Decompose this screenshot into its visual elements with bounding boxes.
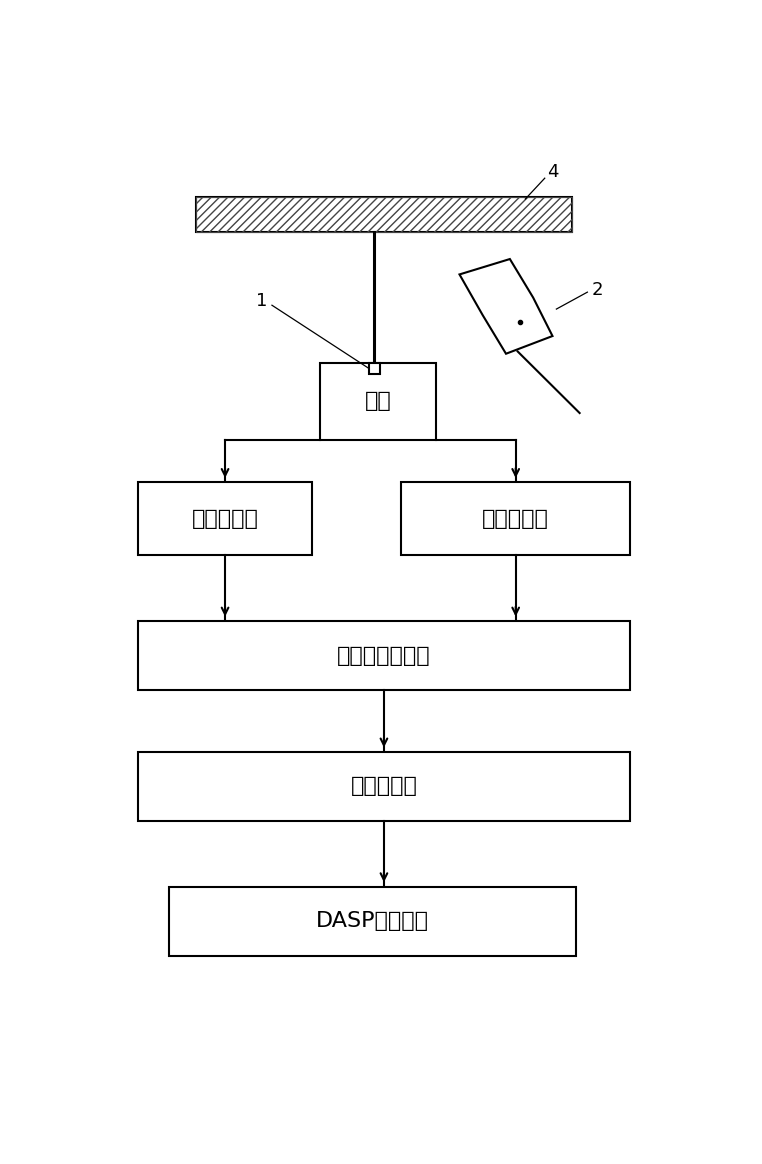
Text: 2: 2 xyxy=(592,281,604,299)
Polygon shape xyxy=(459,260,552,354)
Polygon shape xyxy=(402,482,630,555)
Polygon shape xyxy=(196,198,572,232)
Text: 低通抗混滤波器: 低通抗混滤波器 xyxy=(337,646,431,666)
Text: 零件: 零件 xyxy=(365,391,392,412)
Polygon shape xyxy=(138,482,312,555)
Polygon shape xyxy=(169,887,576,956)
Polygon shape xyxy=(320,363,437,440)
Text: 信号采集仪: 信号采集仪 xyxy=(351,776,418,796)
Text: DASP分析系统: DASP分析系统 xyxy=(315,911,429,931)
Text: 4: 4 xyxy=(547,163,559,182)
Text: 电荷放大器: 电荷放大器 xyxy=(482,509,549,528)
Text: 1: 1 xyxy=(256,292,267,311)
Text: 宽带应变仪: 宽带应变仪 xyxy=(191,509,258,528)
Polygon shape xyxy=(138,752,630,821)
Bar xyxy=(369,363,379,374)
Polygon shape xyxy=(138,620,630,690)
